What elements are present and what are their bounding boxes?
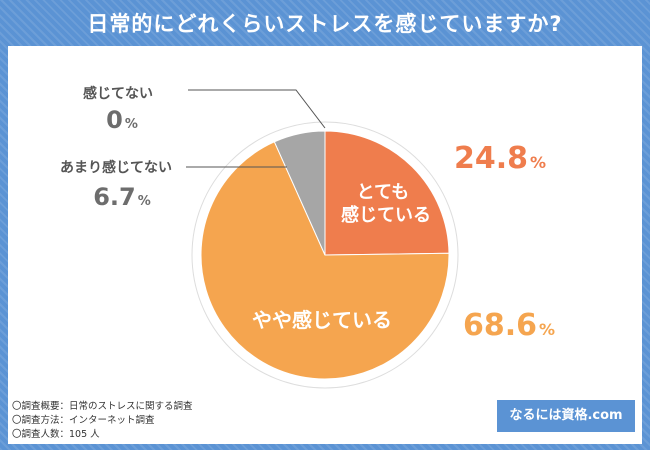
- value-label-yaya: 68.6%: [463, 308, 555, 343]
- unit-kanjitenai: %: [125, 117, 138, 132]
- category-label-amari: あまり感じてない: [60, 159, 172, 176]
- footnote-overview: 〇調査概要：日常のストレスに関する調査: [12, 401, 193, 412]
- category-label-kanjitenai: 感じてない: [83, 85, 153, 102]
- value-label-amari: 6.7%: [93, 183, 151, 211]
- value-yaya: 68.6: [463, 308, 537, 343]
- leader-line-kanjitenai: [188, 89, 326, 129]
- slice-label-totemo: とても 感じている: [341, 182, 431, 226]
- chart-title: 日常的にどれくらいストレスを感じていますか?: [87, 12, 563, 36]
- slice-label-yaya: やや感じている: [252, 308, 392, 332]
- brand-link[interactable]: なるには資格.com: [497, 400, 635, 432]
- unit-amari: %: [138, 194, 151, 209]
- value-label-kanjitenai: 0%: [106, 106, 138, 134]
- pie-slice-yaya: [200, 141, 450, 380]
- slice-label-totemo-line1: とても: [357, 182, 410, 203]
- unit-yaya: %: [539, 320, 555, 339]
- svg-text:68.6%: 68.6%: [463, 308, 555, 343]
- unit-totemo: %: [530, 153, 546, 172]
- slice-label-totemo-line2: 感じている: [341, 204, 431, 226]
- value-label-totemo: 24.8%: [454, 141, 546, 176]
- value-totemo: 24.8: [454, 141, 528, 176]
- value-amari: 6.7: [93, 183, 136, 211]
- footnote-count: 〇調査人数：105 人: [12, 429, 100, 440]
- survey-footnotes: 〇調査概要：日常のストレスに関する調査 〇調査方法：インターネット調査 〇調査人…: [12, 400, 193, 442]
- pie-slice-amari: [273, 130, 326, 256]
- footnote-method: 〇調査方法：インターネット調査: [12, 415, 155, 426]
- pie-slice-totemo: [324, 130, 450, 256]
- value-kanjitenai: 0: [106, 106, 123, 134]
- svg-text:24.8%: 24.8%: [454, 141, 546, 176]
